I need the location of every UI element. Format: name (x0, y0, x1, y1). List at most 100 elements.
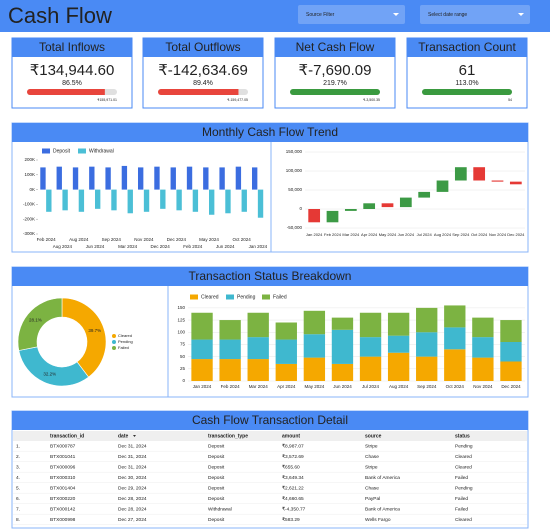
table-cell: ₹583.29 (282, 517, 300, 523)
sort-arrow (133, 435, 136, 437)
stacked-segment (219, 320, 241, 340)
legend-label: Pending (237, 294, 256, 300)
table-cell: 6. (16, 496, 20, 502)
donut-slice (61, 297, 107, 378)
y-tick-label: 0K (29, 187, 35, 192)
stacked-segment (359, 337, 382, 357)
section-header (12, 267, 528, 286)
x-tick-label: Mar 2024 (249, 384, 269, 389)
bar (127, 189, 133, 214)
x-tick-label: Sep 2024 (102, 237, 122, 242)
table-cell: Chase (365, 485, 379, 491)
stacked-segment (500, 361, 522, 381)
waterfall-bar (381, 203, 394, 208)
bar (251, 167, 258, 190)
y-tick-label: 100K (24, 172, 35, 177)
stacked-segment (416, 356, 438, 381)
table-cell: BTX000310 (50, 475, 76, 481)
x-tick-label: Aug 2024 (434, 232, 452, 237)
legend-label: Cleared (118, 333, 132, 338)
legend-swatch (226, 294, 234, 300)
x-tick-label: Jun 2024 (398, 232, 415, 237)
kpi-title: Total Inflows (39, 40, 105, 54)
dropdown[interactable] (298, 5, 405, 24)
legend-swatch (190, 294, 198, 300)
table-cell: Dec 29, 2024 (118, 485, 147, 491)
section-header (12, 123, 528, 142)
donut-slice (17, 297, 63, 351)
bar (72, 167, 79, 190)
stacked-segment (331, 363, 354, 381)
progress-fill (422, 89, 512, 95)
waterfall-bar (363, 203, 376, 209)
table-cell: Dec 30, 2024 (118, 475, 147, 481)
kpi-progress-label: 113.0% (455, 80, 478, 87)
legend-swatch (78, 148, 86, 154)
kpi-title: Total Outflows (165, 40, 240, 54)
table-cell: Bank of America (365, 475, 400, 481)
stacked-segment (247, 359, 269, 381)
y-tick-label: 125 (177, 317, 185, 322)
bar (186, 166, 193, 190)
waterfall-bar (344, 209, 357, 211)
stacked-segment (500, 342, 522, 362)
x-tick-label: Jul 2024 (417, 232, 433, 237)
bar (105, 167, 111, 190)
y-tick-label: 150,000 (286, 149, 303, 154)
table-cell: Dec 28, 2024 (118, 496, 147, 502)
table-cell: ₹655.60 (282, 464, 300, 470)
legend-swatch (262, 294, 270, 300)
stacked-segment (416, 307, 438, 333)
x-tick-label: Feb 2024 (183, 244, 203, 249)
waterfall-bar (473, 167, 486, 181)
x-tick-label: Jun 2024 (333, 384, 352, 389)
table-cell: ₹3,572.69 (282, 454, 304, 460)
section-title: Transaction Status Breakdown (189, 269, 352, 283)
table-cell: Cleared (455, 454, 472, 460)
stacked-segment (303, 334, 326, 358)
bar (219, 167, 225, 190)
y-tick-label: 25 (180, 366, 186, 371)
stacked-segment (444, 349, 466, 381)
table-cell: Deposit (208, 485, 225, 491)
legend-label: Withdrawal (89, 148, 114, 154)
table-cell: BTX001404 (50, 485, 76, 491)
bar (241, 189, 247, 212)
waterfall-bar (509, 181, 522, 185)
bar (137, 167, 144, 190)
dropdown[interactable] (420, 5, 530, 24)
y-tick-label: 50,000 (288, 187, 302, 192)
table-cell: 2. (16, 454, 20, 460)
bar (160, 189, 166, 209)
kpi-header (407, 38, 527, 57)
table-cell: BTX000142 (50, 506, 76, 512)
dropdown-label: Source Filter (306, 12, 335, 18)
progress-fill (158, 89, 239, 95)
x-tick-label: Nov 2024 (489, 232, 507, 237)
kpi-target: ₹-159,477.05 (227, 98, 248, 102)
x-tick-label: Mar 2024 (342, 232, 360, 237)
legend-swatch (112, 346, 116, 350)
kpi-progress-label: 219.7% (323, 80, 347, 87)
table-cell: 4. (16, 475, 20, 481)
kpi-value: ₹-142,634.69 (158, 62, 248, 79)
table-cell: Chase (365, 454, 379, 460)
stacked-segment (472, 337, 494, 358)
stacked-segment (275, 363, 297, 381)
legend-swatch (112, 340, 116, 344)
dropdown-caret (518, 13, 524, 16)
column-header: transaction_id (50, 433, 84, 439)
waterfall-bar (491, 180, 504, 182)
table-cell: Pending (455, 485, 473, 491)
waterfall-bar (436, 180, 449, 192)
x-tick-label: Jun 2024 (216, 244, 235, 249)
bar (121, 165, 128, 190)
bar (78, 189, 85, 212)
table-cell: 8. (16, 517, 20, 523)
x-tick-label: Dec 2024 (507, 232, 525, 237)
table-cell: Pending (455, 443, 473, 449)
table-cell: Dec 31, 2024 (118, 464, 147, 470)
y-tick-label: -100K (23, 202, 35, 207)
kpi-value: 61 (459, 62, 476, 79)
